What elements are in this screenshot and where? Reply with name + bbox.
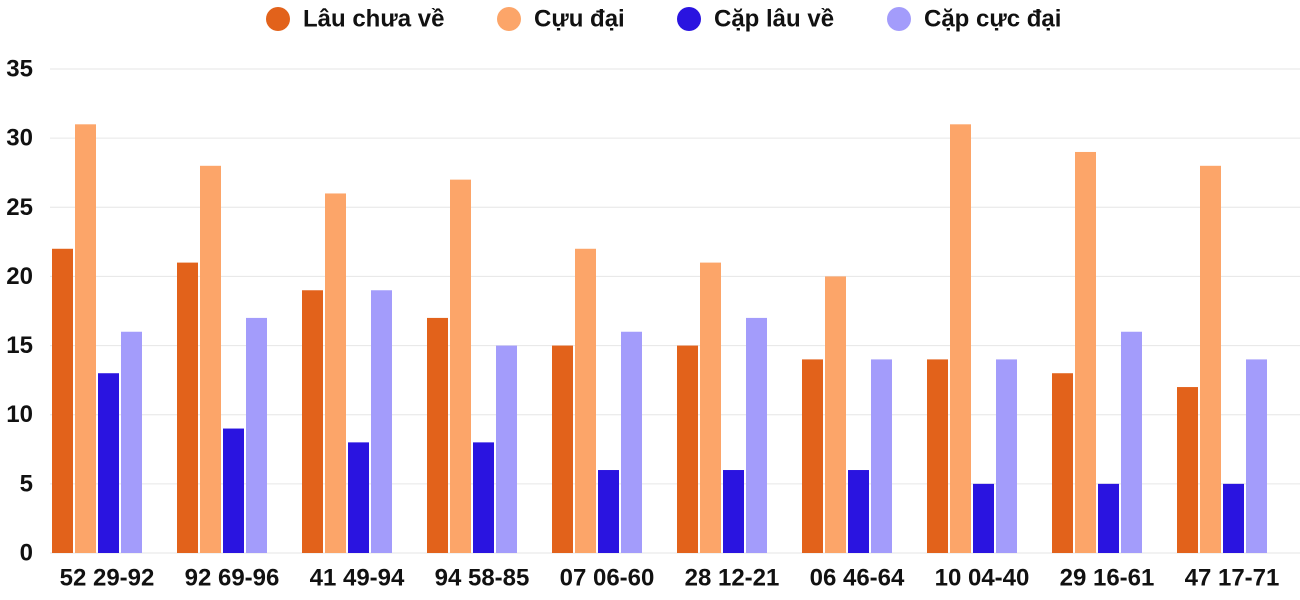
bar [1223, 483, 1244, 553]
y-tick-label: 10 [6, 401, 33, 428]
bar [825, 276, 846, 553]
legend-label: Lâu chưa về [303, 6, 444, 33]
y-tick-label: 20 [6, 263, 33, 290]
bar [98, 373, 119, 553]
x-tick-label: 41 49-94 [310, 565, 405, 592]
y-tick-label: 25 [6, 194, 33, 221]
bar [621, 331, 642, 553]
bar [325, 193, 346, 553]
x-tick-label: 28 12-21 [685, 565, 780, 592]
legend-label: Cặp cực đại [924, 6, 1061, 33]
y-tick-label: 0 [20, 540, 33, 567]
bar [1075, 151, 1096, 553]
bar [973, 483, 994, 553]
bar [677, 345, 698, 553]
y-tick-label: 35 [6, 56, 33, 83]
bar [598, 470, 619, 553]
legend-swatch [497, 7, 521, 31]
legend-item: Cặp lâu về [677, 6, 834, 33]
x-tick-label: 07 06-60 [560, 565, 655, 592]
bar [848, 470, 869, 553]
bar [75, 124, 96, 554]
bar [52, 248, 73, 553]
x-tick-label: 29 16-61 [1060, 565, 1155, 592]
bar [496, 345, 517, 553]
y-tick-label: 15 [6, 332, 33, 359]
bar [1052, 373, 1073, 553]
y-axis: 0 5 10 15 20 25 30 35 [6, 56, 33, 567]
bar [223, 428, 244, 553]
legend-item: Lâu chưa về [266, 6, 444, 33]
bar [200, 165, 221, 554]
bar [1098, 483, 1119, 553]
bar [246, 317, 267, 553]
bar [371, 290, 392, 553]
bar [302, 290, 323, 553]
bar [348, 442, 369, 553]
bar [950, 124, 971, 554]
legend-label: Cựu đại [534, 6, 625, 33]
legend-label: Cặp lâu về [714, 6, 834, 33]
legend-item: Cặp cực đại [887, 6, 1061, 33]
bar [473, 442, 494, 553]
bar [177, 262, 198, 553]
bar [427, 317, 448, 553]
bar [1200, 165, 1221, 554]
chart-bars [52, 124, 1267, 554]
bar [723, 470, 744, 553]
bar [746, 317, 767, 553]
bar [575, 248, 596, 553]
bar [927, 359, 948, 553]
x-axis: 52 29-92 92 69-96 41 49-94 94 58-85 07 06-60… [60, 565, 1280, 592]
y-tick-label: 30 [6, 125, 33, 152]
x-tick-label: 47 17-71 [1185, 565, 1280, 592]
x-tick-label: 92 69-96 [185, 565, 280, 592]
x-tick-label: 10 04-40 [935, 565, 1030, 592]
bar [552, 345, 573, 553]
legend-item: Cựu đại [497, 6, 625, 33]
bar [871, 359, 892, 553]
x-tick-label: 52 29-92 [60, 565, 155, 592]
bar [121, 331, 142, 553]
legend-swatch [887, 7, 911, 31]
bar [450, 179, 471, 553]
legend-swatch [266, 7, 290, 31]
chart-legend: Lâu chưa về Cựu đại Cặp lâu về Cặp cực đại [266, 6, 1061, 33]
bar [1246, 359, 1267, 553]
y-tick-label: 5 [20, 470, 33, 497]
x-tick-label: 06 46-64 [810, 565, 905, 592]
bar [802, 359, 823, 553]
bar [700, 262, 721, 553]
bar [996, 359, 1017, 553]
bar [1177, 387, 1198, 553]
legend-swatch [677, 7, 701, 31]
bar [1121, 331, 1142, 553]
x-tick-label: 94 58-85 [435, 565, 530, 592]
